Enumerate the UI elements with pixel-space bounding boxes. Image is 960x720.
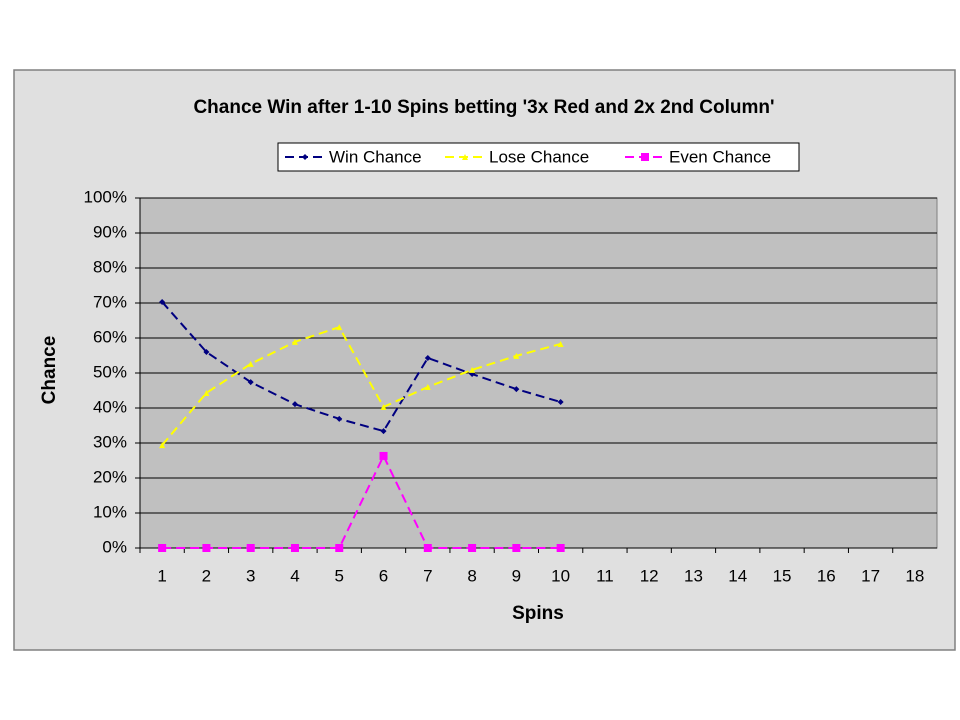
- marker: [202, 544, 211, 552]
- marker: [159, 298, 166, 305]
- y-tick-label: 10%: [93, 502, 127, 521]
- x-tick-label: 4: [290, 566, 299, 585]
- marker: [246, 544, 255, 552]
- y-tick-label: 30%: [93, 432, 127, 451]
- marker: [424, 354, 431, 361]
- marker: [203, 389, 210, 396]
- legend-label: Lose Chance: [489, 147, 589, 166]
- x-tick-label: 13: [684, 566, 703, 585]
- marker: [423, 544, 432, 552]
- series-line: [161, 301, 561, 433]
- marker: [557, 340, 564, 347]
- marker: [336, 324, 343, 331]
- y-tick-label: 40%: [93, 397, 127, 416]
- marker: [512, 544, 521, 552]
- legend-label: Even Chance: [669, 147, 771, 166]
- marker: [424, 384, 431, 390]
- legend-label: Win Chance: [329, 147, 422, 166]
- chart-title: Chance Win after 1-10 Spins betting '3x …: [193, 97, 774, 118]
- series-line: [161, 325, 561, 446]
- y-tick-label: 70%: [93, 292, 127, 311]
- y-tick-label: 100%: [84, 187, 127, 206]
- x-tick-label: 18: [905, 566, 924, 585]
- marker: [380, 428, 387, 435]
- y-tick-label: 60%: [93, 327, 127, 346]
- series-line: [162, 453, 561, 549]
- x-tick-label: 17: [861, 566, 880, 585]
- marker: [335, 544, 344, 552]
- x-tick-label: 14: [728, 566, 747, 585]
- y-tick-label: 20%: [93, 467, 127, 486]
- marker: [336, 415, 343, 422]
- x-tick-label: 9: [512, 566, 521, 585]
- marker: [557, 399, 564, 406]
- marker: [556, 544, 565, 552]
- x-tick-label: 15: [773, 566, 792, 585]
- marker: [203, 349, 210, 355]
- y-tick-label: 90%: [93, 222, 127, 241]
- marker: [247, 379, 254, 386]
- y-axis-label: Chance: [39, 336, 60, 405]
- marker: [159, 442, 166, 449]
- marker: [379, 451, 388, 460]
- x-tick-label: 12: [640, 566, 659, 585]
- y-tick-label: 0%: [102, 537, 127, 556]
- x-tick-label: 2: [202, 566, 211, 585]
- x-tick-label: 1: [157, 566, 166, 585]
- x-tick-label: 7: [423, 566, 432, 585]
- x-tick-label: 11: [596, 566, 614, 585]
- marker: [641, 153, 649, 161]
- x-tick-label: 6: [379, 566, 388, 585]
- marker: [290, 544, 299, 552]
- x-tick-label: 16: [817, 566, 836, 585]
- marker: [158, 544, 167, 552]
- x-tick-label: 5: [335, 566, 344, 585]
- marker: [469, 366, 476, 373]
- y-tick-label: 80%: [93, 257, 127, 276]
- marker: [291, 338, 298, 345]
- marker: [302, 154, 308, 160]
- legend: [277, 142, 800, 172]
- marker: [513, 352, 520, 359]
- marker: [247, 360, 254, 367]
- marker: [513, 386, 520, 393]
- x-tick-label: 3: [246, 566, 255, 585]
- marker: [291, 401, 298, 408]
- x-axis-label: Spins: [512, 603, 564, 624]
- marker: [380, 403, 387, 410]
- y-tick-label: 50%: [93, 362, 127, 381]
- marker: [468, 544, 477, 552]
- x-tick-label: 10: [551, 566, 570, 585]
- x-tick-label: 8: [467, 566, 476, 585]
- marker: [462, 154, 468, 160]
